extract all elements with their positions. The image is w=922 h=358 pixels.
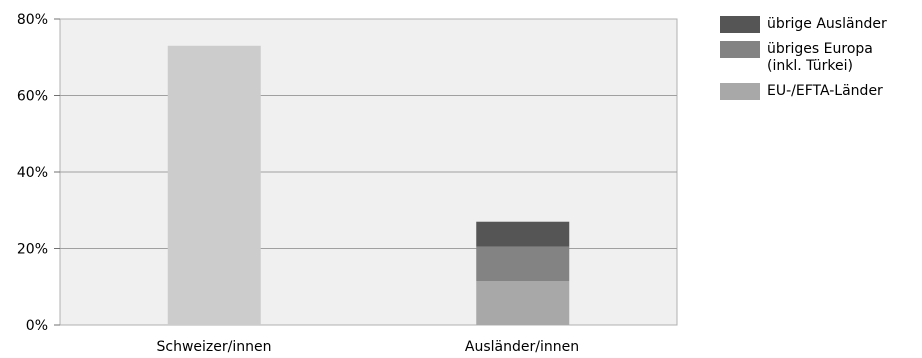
bar-segment	[476, 281, 570, 325]
bar-chart: 0% 20% 40% 60% 80% Schweizer/innen Ausländer…	[17, 12, 678, 355]
y-axis: 0% 20% 40% 60% 80%	[17, 12, 60, 334]
y-tick-label: 80%	[17, 12, 48, 28]
legend-item: übrige Ausländer	[720, 16, 920, 33]
y-tick-label: 40%	[17, 165, 48, 181]
legend: übrige Ausländer übriges Europa (inkl. T…	[720, 16, 920, 108]
legend-swatch	[720, 83, 760, 100]
legend-swatch	[720, 16, 760, 33]
x-tick-label: Schweizer/innen	[157, 339, 272, 355]
legend-label: EU-/EFTA-Länder	[767, 83, 883, 99]
x-axis: Schweizer/innen Ausländer/innen	[157, 339, 580, 355]
legend-label: übriges Europa (inkl. Türkei)	[767, 41, 873, 74]
y-tick-label: 20%	[17, 242, 48, 258]
gridlines	[60, 95, 677, 249]
y-tick-label: 60%	[17, 89, 48, 105]
bar-segment	[476, 246, 570, 282]
legend-item: EU-/EFTA-Länder	[720, 83, 920, 100]
x-tick-label: Ausländer/innen	[465, 339, 579, 355]
bar	[167, 45, 261, 326]
bar-segment	[476, 221, 570, 247]
legend-label: übrige Ausländer	[767, 16, 887, 32]
bars	[167, 45, 570, 326]
legend-swatch	[720, 41, 760, 58]
legend-item: übriges Europa (inkl. Türkei)	[720, 41, 920, 75]
y-tick-label: 0%	[26, 318, 48, 334]
